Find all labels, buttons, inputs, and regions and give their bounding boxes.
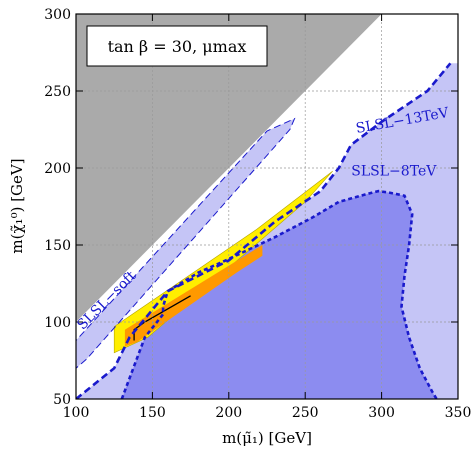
x-tick-label: 250 [292,405,319,421]
plot-frame [75,13,459,400]
x-tick-label: 100 [63,405,90,421]
y-tick-label: 250 [44,84,71,100]
region-slsl-8tev [121,191,437,399]
y-tick-label: 200 [44,161,71,177]
contour-line [133,295,191,341]
region-slsl-soft [76,118,295,369]
x-tick-label: 150 [139,405,166,421]
y-tick-label: 100 [44,315,71,331]
legend-text: tan β = 30, μmax [108,37,247,56]
boundary-slsl-13tev [76,62,452,399]
y-tick-label: 150 [44,238,71,254]
x-axis-label: m(μ̃₁) [GeV] [222,429,312,447]
label-slsl-8tev: SLSL−8TeV [351,164,437,180]
legend-box [86,25,268,67]
region-boundaries [76,62,452,399]
y-tick-label: 300 [44,7,71,23]
grid [76,14,458,399]
x-tick-label: 300 [368,405,395,421]
legend: tan β = 30, μmax [86,25,268,67]
y-tick-label: 50 [53,392,71,408]
x-tick-label: 350 [445,405,472,421]
y-axis-label: m(χ̃₁⁰) [GeV] [8,158,26,253]
boundary-slsl-soft [76,117,296,369]
x-tick-label: 200 [215,405,242,421]
